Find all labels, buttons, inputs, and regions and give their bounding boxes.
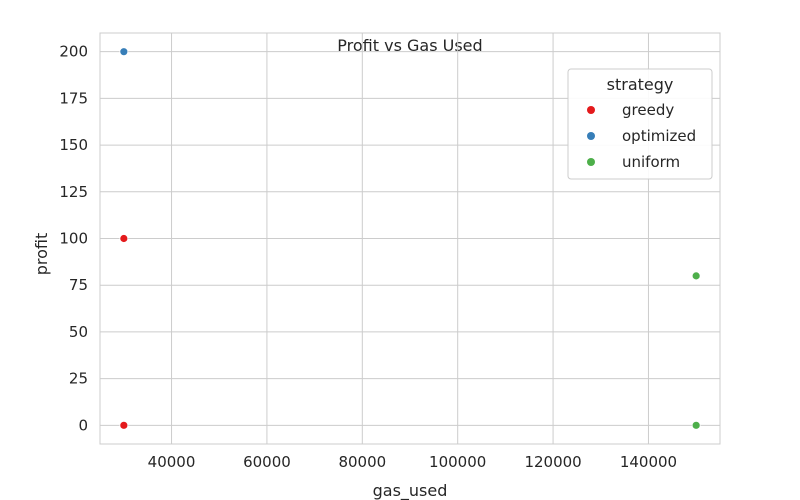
legend: strategy greedy optimized uniform [568, 69, 712, 179]
y-tick-label: 200 [59, 43, 88, 61]
x-tick-label: 80000 [338, 453, 386, 471]
y-tick-label: 150 [59, 136, 88, 154]
y-tick-label: 175 [59, 89, 88, 107]
y-tick-label: 50 [69, 323, 88, 341]
x-axis-label: gas_used [373, 481, 448, 500]
x-tick-labels: 40000 60000 80000 100000 120000 140000 [148, 453, 677, 471]
y-tick-label: 125 [59, 183, 88, 201]
y-axis-label: profit [32, 233, 51, 276]
data-point-optimized [120, 48, 128, 56]
data-point-greedy [120, 235, 128, 243]
x-tick-label: 100000 [429, 453, 486, 471]
y-tick-label: 100 [59, 230, 88, 248]
data-point-uniform [692, 272, 700, 280]
legend-marker-optimized [587, 132, 595, 140]
x-tick-label: 40000 [148, 453, 196, 471]
legend-marker-uniform [587, 158, 595, 166]
y-tick-label: 0 [78, 416, 88, 434]
data-point-greedy [120, 421, 128, 429]
x-tick-label: 120000 [524, 453, 581, 471]
legend-marker-greedy [587, 106, 595, 114]
legend-entry-uniform: uniform [622, 153, 680, 171]
y-tick-label: 25 [69, 370, 88, 388]
y-tick-labels: 0 25 50 75 100 125 150 175 200 [59, 43, 88, 435]
legend-entry-optimized: optimized [622, 127, 696, 145]
y-tick-label: 75 [69, 276, 88, 294]
legend-entry-greedy: greedy [622, 101, 674, 119]
data-point-uniform [692, 421, 700, 429]
legend-title: strategy [607, 75, 674, 94]
x-tick-label: 140000 [620, 453, 677, 471]
x-tick-label: 60000 [243, 453, 291, 471]
